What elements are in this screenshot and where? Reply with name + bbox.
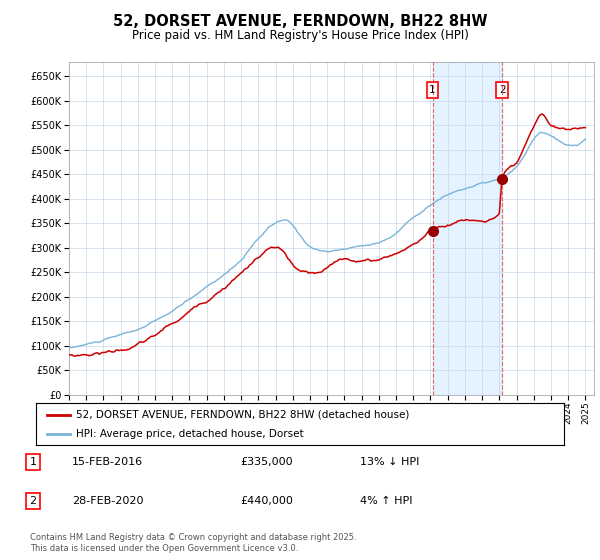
Text: 52, DORSET AVENUE, FERNDOWN, BH22 8HW (detached house): 52, DORSET AVENUE, FERNDOWN, BH22 8HW (d…	[76, 410, 409, 420]
Text: 13% ↓ HPI: 13% ↓ HPI	[360, 457, 419, 467]
Text: 1: 1	[29, 457, 37, 467]
Text: £440,000: £440,000	[240, 496, 293, 506]
Text: 28-FEB-2020: 28-FEB-2020	[72, 496, 143, 506]
Text: 52, DORSET AVENUE, FERNDOWN, BH22 8HW: 52, DORSET AVENUE, FERNDOWN, BH22 8HW	[113, 14, 487, 29]
Text: 15-FEB-2016: 15-FEB-2016	[72, 457, 143, 467]
Text: 1: 1	[429, 85, 436, 95]
Text: 2: 2	[499, 85, 505, 95]
Text: £335,000: £335,000	[240, 457, 293, 467]
Text: 4% ↑ HPI: 4% ↑ HPI	[360, 496, 413, 506]
Text: Contains HM Land Registry data © Crown copyright and database right 2025.
This d: Contains HM Land Registry data © Crown c…	[30, 533, 356, 553]
Text: 2: 2	[29, 496, 37, 506]
Text: Price paid vs. HM Land Registry's House Price Index (HPI): Price paid vs. HM Land Registry's House …	[131, 29, 469, 42]
Text: HPI: Average price, detached house, Dorset: HPI: Average price, detached house, Dors…	[76, 429, 303, 439]
Bar	[433, 62, 502, 395]
